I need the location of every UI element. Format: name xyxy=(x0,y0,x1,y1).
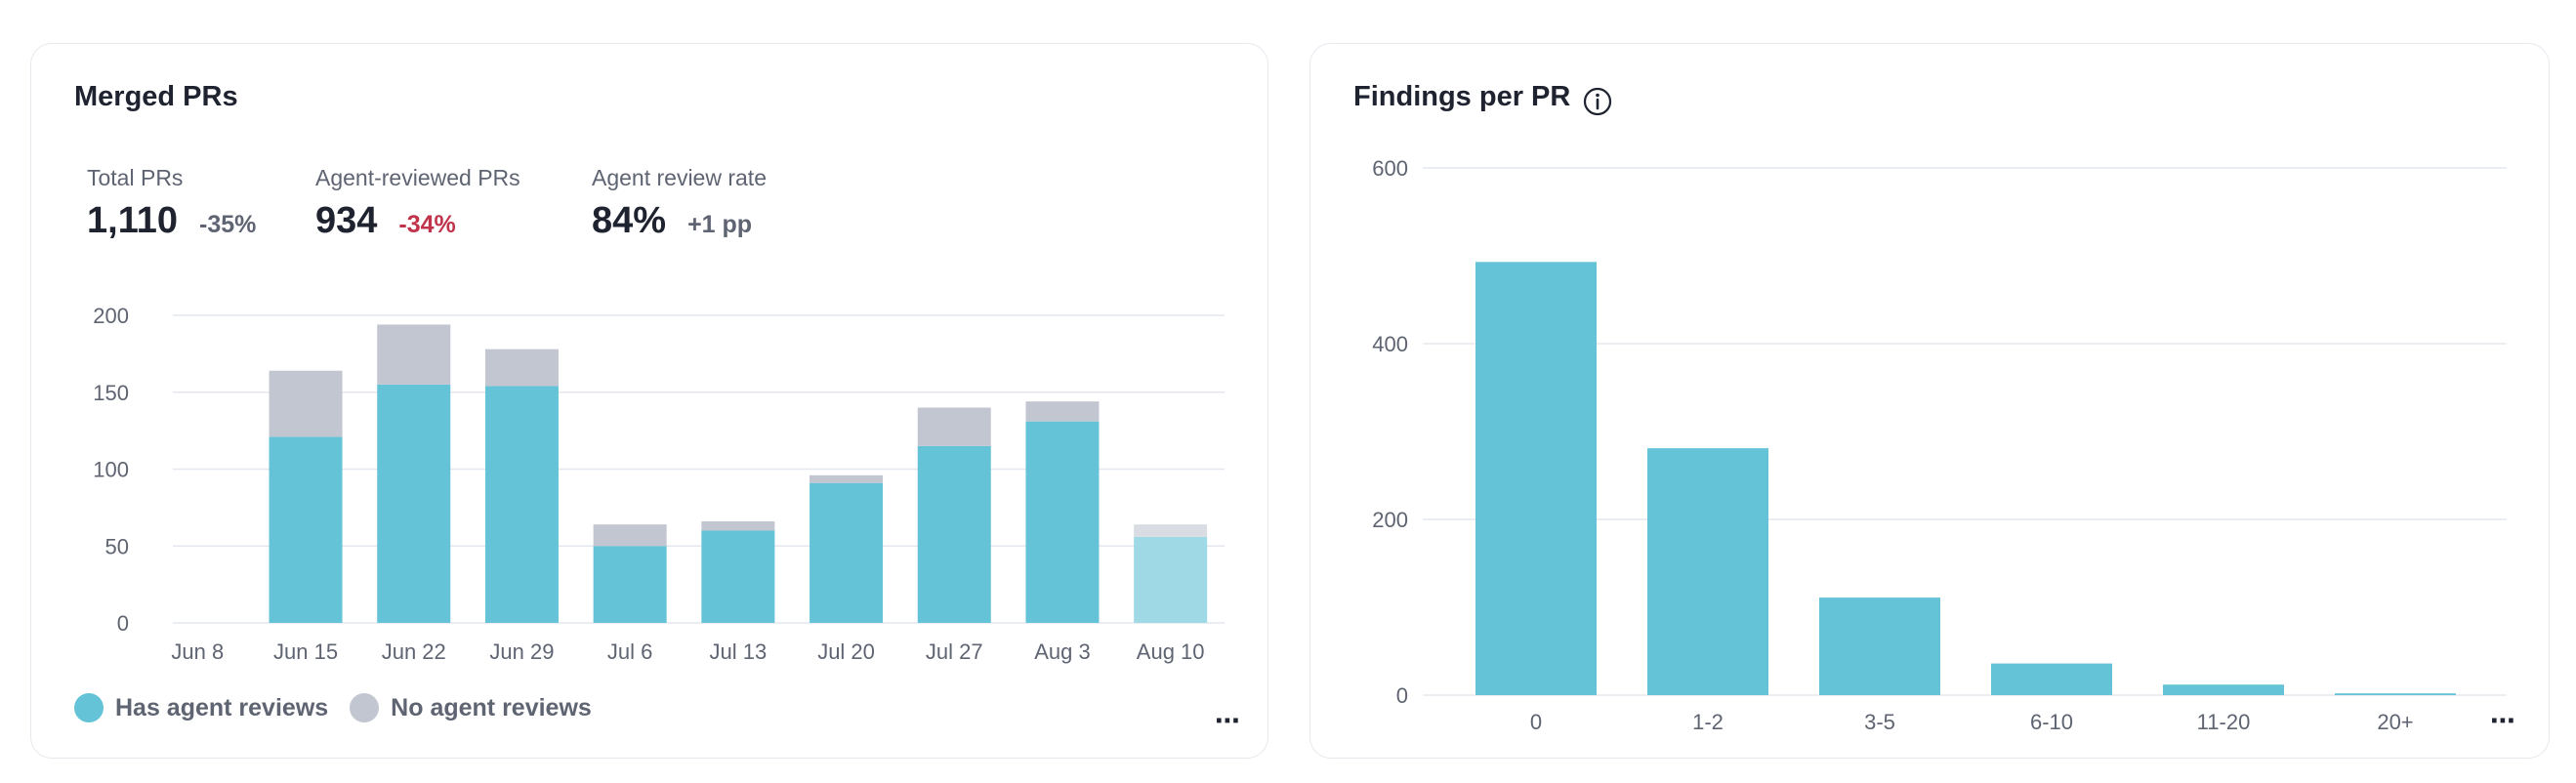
x-tick-label: Aug 10 xyxy=(1137,639,1205,664)
total-prs-label: Total PRs xyxy=(87,165,184,190)
legend-item-no-agent-reviews[interactable]: No agent reviews xyxy=(350,693,592,722)
bar-segment-no-agent-reviews xyxy=(701,521,775,531)
agent-review-rate-label: Agent review rate xyxy=(592,165,767,190)
legend-swatch-no-agent-reviews xyxy=(350,693,380,722)
histogram-bar xyxy=(2335,693,2456,695)
merged-prs-title: Merged PRs xyxy=(74,81,238,112)
y-tick-label: 0 xyxy=(1396,683,1408,708)
bar-segment-no-agent-reviews xyxy=(917,407,991,446)
x-tick-label: Jun 22 xyxy=(382,639,446,664)
bar-segment-no-agent-reviews xyxy=(269,370,343,437)
x-tick-label: Jun 15 xyxy=(273,639,338,664)
x-tick-label: 6-10 xyxy=(2030,710,2073,734)
total-prs-delta: -35% xyxy=(199,211,257,238)
bar-segment-has-agent-reviews xyxy=(1134,536,1208,623)
histogram-bar xyxy=(1647,448,1768,695)
x-tick-label: 1-2 xyxy=(1692,710,1724,734)
bar-segment-no-agent-reviews xyxy=(1025,401,1100,422)
bar-segment-no-agent-reviews xyxy=(810,474,884,483)
agent-reviewed-prs-delta: -34% xyxy=(398,211,456,238)
x-tick-label: Aug 3 xyxy=(1034,639,1091,664)
legend-label-no-agent-reviews: No agent reviews xyxy=(391,693,592,721)
bar-segment-has-agent-reviews xyxy=(917,445,991,623)
merged-prs-chart: 0 50 100 150 200 Jun 8 Jun 15 Jun 22 Jun 29 Jul 6… xyxy=(93,304,1225,664)
x-tick-label: Jul 27 xyxy=(926,639,983,664)
agent-reviewed-prs-label: Agent-reviewed PRs xyxy=(315,165,520,190)
legend-swatch-has-agent-reviews xyxy=(74,693,104,722)
x-tick-label: Jul 13 xyxy=(709,639,767,664)
legend-item-has-agent-reviews[interactable]: Has agent reviews xyxy=(74,693,328,722)
bar-segment-has-agent-reviews xyxy=(593,546,667,623)
histogram-bar xyxy=(1991,663,2112,695)
findings-per-pr-chart: 0 200 400 600 0 1-2 3-5 6-10 11-20 20+ xyxy=(1372,156,2507,734)
bar-segment-has-agent-reviews xyxy=(484,386,559,623)
legend-label-has-agent-reviews: Has agent reviews xyxy=(115,693,329,721)
info-icon[interactable] xyxy=(1582,86,1613,117)
merged-prs-card: Merged PRs Total PRs 1,110 -35% Agent-re… xyxy=(30,43,1268,759)
histogram-bar xyxy=(1819,598,1940,695)
x-tick-label: Jul 6 xyxy=(607,639,652,664)
x-tick-label: 0 xyxy=(1530,710,1542,734)
y-tick-label: 0 xyxy=(117,611,129,636)
x-tick-label: 11-20 xyxy=(2197,710,2251,734)
y-tick-label: 50 xyxy=(105,534,129,558)
x-tick-label: 20+ xyxy=(2377,710,2413,734)
bar-segment-no-agent-reviews xyxy=(593,524,667,547)
agent-reviewed-prs-stat: 934 -34% xyxy=(315,200,456,242)
bar-segment-no-agent-reviews xyxy=(484,349,559,387)
bar-segment-has-agent-reviews xyxy=(810,482,884,623)
bar-segment-has-agent-reviews xyxy=(701,530,775,623)
agent-review-rate-value: 84% xyxy=(592,200,667,241)
x-tick-label: Jun 8 xyxy=(171,639,224,664)
y-tick-label: 100 xyxy=(93,458,129,482)
bar-segment-has-agent-reviews xyxy=(377,384,451,623)
x-tick-label: Jun 29 xyxy=(489,639,554,664)
x-tick-label: Jul 20 xyxy=(817,639,875,664)
total-prs-stat: 1,110 -35% xyxy=(87,200,256,242)
bar-segment-has-agent-reviews xyxy=(269,436,343,623)
merged-prs-legend: Has agent reviews No agent reviews xyxy=(74,693,592,722)
bar-segment-has-agent-reviews xyxy=(1025,421,1100,623)
agent-reviewed-prs-value: 934 xyxy=(315,200,378,241)
agent-review-rate-delta: +1 pp xyxy=(687,211,753,238)
more-options-icon[interactable]: ⋯ xyxy=(1215,706,1241,735)
findings-per-pr-title: Findings per PR xyxy=(1353,81,1571,112)
total-prs-value: 1,110 xyxy=(87,200,178,241)
agent-review-rate-stat: 84% +1 pp xyxy=(592,200,752,242)
bar-segment-no-agent-reviews xyxy=(1134,524,1208,537)
y-tick-label: 150 xyxy=(93,381,129,405)
y-tick-label: 400 xyxy=(1372,332,1408,356)
y-tick-label: 600 xyxy=(1372,156,1408,181)
y-tick-label: 200 xyxy=(1372,508,1408,532)
x-tick-label: 3-5 xyxy=(1864,710,1895,734)
y-tick-label: 200 xyxy=(93,304,129,328)
histogram-bar xyxy=(2163,684,2284,695)
more-options-icon[interactable]: ⋯ xyxy=(2490,706,2516,735)
findings-per-pr-card: Findings per PR 0 200 400 600 0 1-2 3-5 6-10 11-… xyxy=(1309,43,2550,759)
histogram-bar xyxy=(1475,262,1597,695)
bar-segment-no-agent-reviews xyxy=(377,324,451,385)
